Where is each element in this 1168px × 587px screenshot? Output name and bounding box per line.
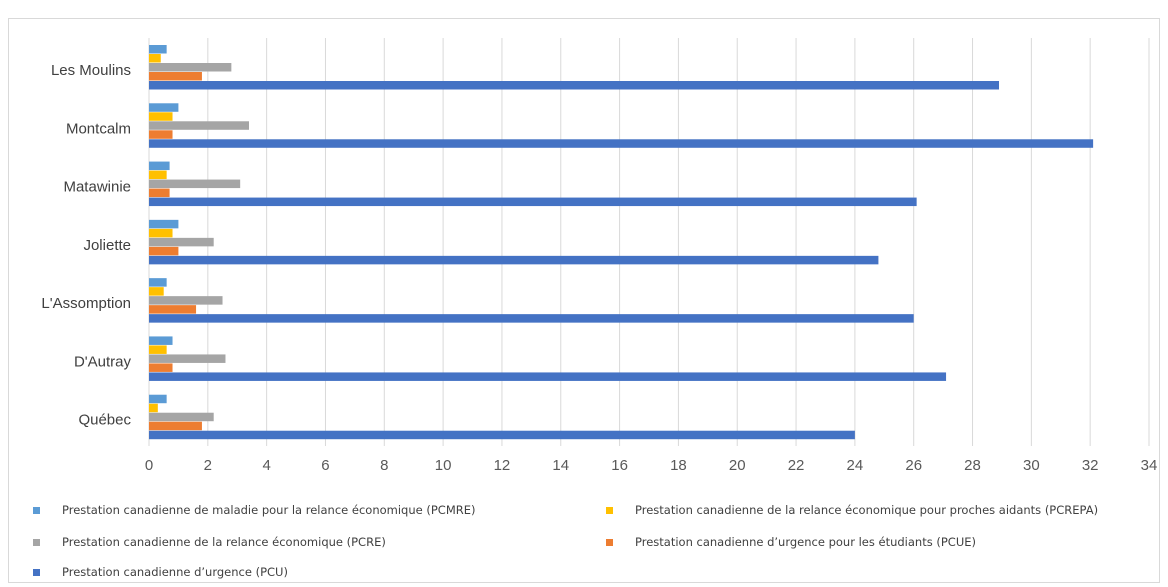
bar — [149, 246, 179, 256]
y-category-label: L'Assomption — [41, 295, 131, 312]
bar — [149, 278, 167, 287]
bar — [149, 112, 173, 121]
bar — [149, 188, 170, 198]
y-category-label: Joliette — [83, 237, 131, 254]
bar — [149, 287, 164, 296]
bar — [149, 345, 167, 354]
bar — [149, 372, 947, 381]
bar — [149, 403, 158, 413]
x-tick-label: 24 — [847, 457, 864, 474]
bar — [149, 430, 855, 440]
y-category-label: Montcalm — [66, 120, 131, 137]
bar — [149, 237, 214, 247]
y-category-label: Québec — [78, 412, 131, 429]
y-category-label: Les Moulins — [51, 62, 131, 79]
bar — [149, 72, 202, 81]
bar — [149, 45, 167, 54]
x-tick-label: 12 — [494, 457, 511, 474]
y-category-label: Matawinie — [63, 179, 131, 196]
bar — [149, 170, 167, 180]
bar — [149, 255, 879, 265]
bar — [149, 179, 241, 189]
bar — [149, 336, 173, 345]
x-tick-label: 20 — [729, 457, 746, 474]
bar — [149, 130, 173, 139]
bar — [149, 305, 197, 314]
bar — [149, 228, 173, 238]
bar — [149, 139, 1094, 148]
bar — [149, 296, 223, 305]
x-tick-label: 4 — [262, 457, 270, 474]
x-tick-label: 2 — [204, 457, 212, 474]
y-category-label: D'Autray — [74, 353, 132, 370]
bar — [149, 363, 173, 372]
x-tick-label: 14 — [552, 457, 569, 474]
x-tick-label: 22 — [788, 457, 805, 474]
bar — [149, 103, 179, 112]
bar — [149, 314, 914, 323]
x-tick-label: 8 — [380, 457, 388, 474]
x-tick-label: 6 — [321, 457, 329, 474]
bar — [149, 63, 232, 72]
bar — [149, 54, 161, 63]
x-tick-label: 26 — [905, 457, 922, 474]
bar — [149, 354, 226, 363]
x-tick-label: 30 — [1023, 457, 1040, 474]
x-tick-label: 18 — [670, 457, 687, 474]
x-tick-label: 10 — [435, 457, 452, 474]
bar — [149, 421, 202, 431]
bar — [149, 219, 179, 229]
bar — [149, 81, 999, 90]
bar — [149, 161, 170, 171]
x-tick-label: 28 — [964, 457, 981, 474]
bar — [149, 121, 249, 130]
bar — [149, 394, 167, 404]
x-tick-label: 0 — [145, 457, 153, 474]
bar — [149, 412, 214, 422]
bar — [149, 197, 917, 207]
x-tick-label: 34 — [1141, 457, 1158, 474]
x-tick-label: 16 — [611, 457, 628, 474]
x-tick-label: 32 — [1082, 457, 1099, 474]
